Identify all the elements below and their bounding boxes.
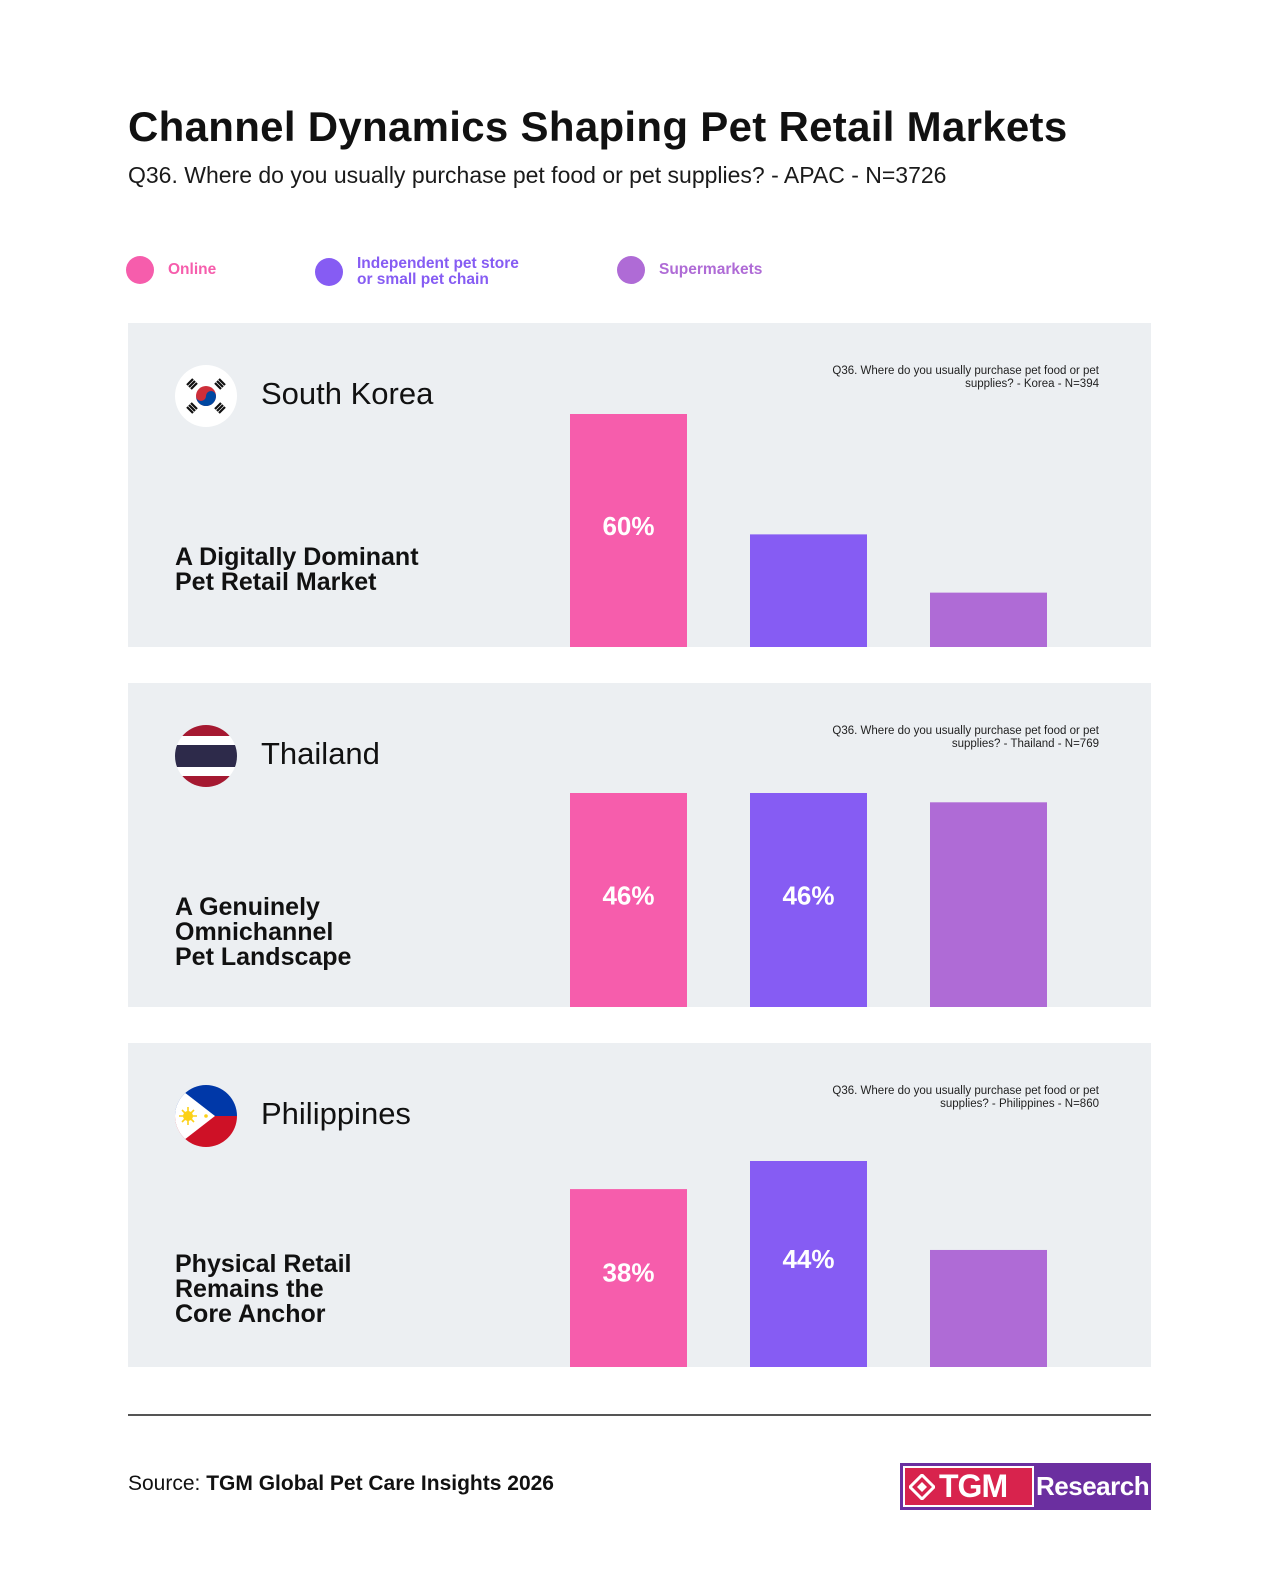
bar-chart-philippines: 38% 44% (570, 1161, 1047, 1367)
sample-note: Q36. Where do you usually purchase pet f… (832, 365, 1099, 390)
country-name: South Korea (261, 376, 434, 411)
legend-label: Online (168, 261, 217, 278)
bar-value-label: 38% (602, 1258, 654, 1288)
diamond-logo-icon (909, 1473, 935, 1500)
bar-chart-thailand: 46% 46% (570, 793, 1047, 1007)
source-citation: Source: TGM Global Pet Care Insights 202… (128, 1472, 554, 1496)
bar-value-label: 60% (602, 511, 654, 541)
legend-online: Online (126, 256, 216, 284)
thailand-flag-icon (175, 725, 237, 787)
tgm-research-logo: TGM Research (900, 1463, 1151, 1510)
logo-right-text: Research (1036, 1471, 1150, 1501)
country-panel-south-korea: South Korea Q36. Where do you usually pu… (128, 323, 1151, 647)
logo-left-text: TGM (939, 1468, 1008, 1504)
legend-label: Independent pet store or small pet chain (357, 255, 519, 288)
source-name: TGM Global Pet Care Insights 2026 (206, 1472, 554, 1495)
bar-independent (750, 534, 867, 647)
country-name: Thailand (261, 736, 380, 771)
page-title: Channel Dynamics Shaping Pet Retail Mark… (128, 103, 1068, 150)
country-name: Philippines (261, 1096, 411, 1131)
bar-chart-south-korea: 60% (570, 414, 1047, 647)
legend-dot-supermarkets (617, 256, 645, 284)
bar-value-label: 46% (782, 880, 834, 910)
bar-online (570, 793, 687, 1007)
bar-independent (750, 793, 867, 1007)
country-panel-thailand: Thailand Q36. Where do you usually purch… (128, 683, 1151, 1007)
source-prefix: Source: (128, 1472, 207, 1495)
panel-headline: Physical Retail Remains the Core Anchor (175, 1250, 352, 1328)
bar-supermarkets (930, 802, 1047, 1007)
south-korea-flag-icon (175, 365, 237, 427)
sample-note: Q36. Where do you usually purchase pet f… (832, 1085, 1099, 1110)
bar-supermarkets (930, 1249, 1047, 1367)
panel-headline: A Digitally Dominant Pet Retail Market (175, 543, 419, 596)
legend-label: Supermarkets (659, 261, 763, 278)
philippines-flag-icon (175, 1085, 237, 1147)
bar-value-label: 46% (602, 880, 654, 910)
bar-online (570, 1189, 687, 1367)
logo-left-block: TGM (903, 1466, 1034, 1507)
bar-independent (750, 1161, 867, 1367)
bar-value-label: 44% (782, 1244, 834, 1274)
page-subtitle: Q36. Where do you usually purchase pet f… (128, 162, 947, 188)
legend-dot-online (126, 256, 154, 284)
legend-dot-independent (315, 258, 343, 286)
legend-supermarkets: Supermarkets (617, 256, 762, 284)
sample-note: Q36. Where do you usually purchase pet f… (832, 725, 1099, 750)
panel-headline: A Genuinely Omnichannel Pet Landscape (175, 893, 352, 971)
bar-supermarkets (930, 592, 1047, 647)
footer-divider (128, 1414, 1151, 1416)
legend-independent: Independent pet store or small pet chain (315, 256, 519, 288)
bar-online (570, 414, 687, 647)
country-panel-philippines: Philippines Q36. Where do you usually pu… (128, 1043, 1151, 1367)
